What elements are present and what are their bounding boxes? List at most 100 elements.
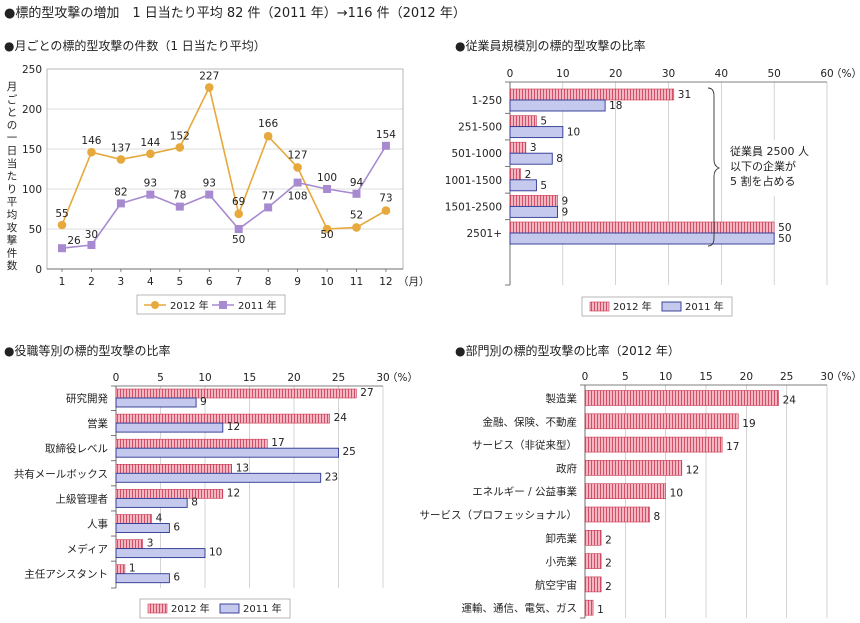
y-axis-label-char: 数	[7, 259, 18, 272]
bar-2012	[584, 599, 594, 616]
category-label: 研究開発	[66, 392, 108, 405]
bar-2012	[115, 564, 126, 575]
x-tick-label: 20	[287, 372, 300, 384]
x-tick-label: 10	[320, 276, 333, 288]
annotation-text: 以下の企業が	[730, 159, 796, 173]
data-point-2012	[57, 220, 67, 230]
x-tick-label: 6	[206, 276, 213, 288]
bar-value-label: 50	[778, 222, 791, 234]
bar-value-label: 5	[540, 116, 547, 128]
category-label: 1501-2500	[445, 201, 502, 213]
bar-value-label: 50	[778, 233, 791, 245]
data-label: 144	[140, 137, 160, 149]
x-tick-label: 0	[113, 372, 120, 384]
category-label: 人事	[87, 518, 108, 531]
bar-value-label: 1	[129, 563, 136, 575]
unit-label: （%）	[387, 372, 418, 384]
x-tick-label: 10	[556, 68, 569, 80]
data-label: 154	[376, 129, 396, 141]
data-label: 227	[199, 70, 219, 82]
y-axis-label-char: 日	[7, 145, 18, 157]
x-tick-label: 25	[780, 371, 793, 383]
bar-value-label: 6	[173, 572, 180, 584]
x-tick-label: 10	[659, 371, 672, 383]
data-point-2011	[293, 178, 302, 187]
bar-2012	[115, 438, 268, 449]
legend-frame	[136, 294, 286, 315]
bar-value-label: 4	[156, 513, 163, 525]
bar-2011	[115, 397, 197, 408]
data-point-2011	[264, 203, 273, 212]
data-point-2012	[146, 149, 155, 159]
y-axis-label-char: 均	[7, 209, 18, 221]
y-axis-label-char: と	[7, 107, 18, 119]
category-label: 1-250	[471, 95, 502, 107]
bar-value-label: 8	[556, 153, 563, 165]
main-title: ●標的型攻撃の増加 1 日当たり平均 82 件（2011 年）→116 件（20…	[4, 5, 466, 21]
x-tick-label: 30	[376, 372, 389, 384]
bar-2011	[509, 205, 558, 218]
data-label: 93	[203, 178, 216, 190]
data-label: 50	[320, 229, 333, 241]
x-tick-label: 30	[662, 68, 675, 80]
bar-2011	[509, 99, 606, 112]
bar-value-label: 9	[562, 195, 569, 207]
category-label: サービス（非従来型）	[472, 439, 577, 452]
data-point-2012	[352, 223, 361, 232]
bar-legend: 2012 年 2011 年	[139, 598, 291, 619]
category-label: 2501+	[466, 228, 502, 240]
data-point-2012	[381, 206, 391, 215]
bar-2012	[509, 115, 537, 127]
y-axis-label-char: 撃	[7, 234, 18, 247]
bar-value-label: 27	[360, 387, 373, 399]
legend-swatch-2012	[589, 301, 610, 312]
bar-2012	[584, 413, 739, 430]
data-label: 50	[232, 234, 245, 246]
bar-2011	[115, 472, 322, 483]
category-label: エネルギー / 公益事業	[472, 485, 577, 498]
bar-value-label: 8	[191, 496, 198, 508]
bar-2012	[115, 388, 357, 399]
bar-2012	[584, 390, 779, 406]
y-tick-label: 200	[22, 104, 42, 116]
bar-value-label: 23	[325, 471, 338, 483]
bar-value-label: 1	[597, 604, 604, 616]
bar-value-label: 10	[567, 127, 580, 139]
data-label: 77	[261, 190, 274, 202]
bar-2012	[584, 460, 683, 476]
data-point-2011	[58, 244, 66, 253]
bar-2011	[509, 126, 564, 139]
category-label: 小売業	[546, 555, 578, 568]
x-tick-label: 9	[294, 276, 301, 288]
legend-label-2011: 2011 年	[243, 602, 282, 615]
x-tick-label: 10	[198, 372, 211, 384]
category-label: 1001-1500	[445, 175, 502, 187]
data-point-2011	[205, 190, 214, 199]
bar-2012	[584, 483, 666, 500]
monthly-legend: 2012 年 2011 年	[136, 294, 286, 315]
x-tick-label: 4	[147, 276, 154, 288]
data-point-2012	[293, 163, 302, 172]
bar-value-label: 19	[742, 418, 755, 430]
data-label: 82	[114, 186, 127, 198]
bar-value-label: 8	[654, 511, 661, 523]
data-label: 69	[232, 196, 245, 208]
x-tick-label: 50	[767, 68, 780, 80]
bar-value-label: 12	[227, 421, 240, 433]
y-axis-label-char: 一	[7, 132, 18, 144]
data-point-2011	[234, 225, 243, 233]
x-tick-label: 5	[622, 371, 629, 383]
bar-value-label: 12	[686, 464, 699, 476]
bar-value-label: 3	[530, 142, 537, 154]
data-label: 55	[55, 208, 68, 220]
data-point-2012	[234, 209, 243, 219]
x-tick-label: 25	[332, 372, 345, 384]
y-axis-label-char: の	[7, 119, 18, 131]
category-label: 営業	[87, 417, 108, 430]
bar-2012	[115, 514, 152, 524]
bar-2012	[509, 221, 775, 234]
annotation-backdrop	[724, 140, 826, 196]
legend-swatch-2012	[147, 603, 168, 614]
bar-2012	[584, 553, 602, 569]
